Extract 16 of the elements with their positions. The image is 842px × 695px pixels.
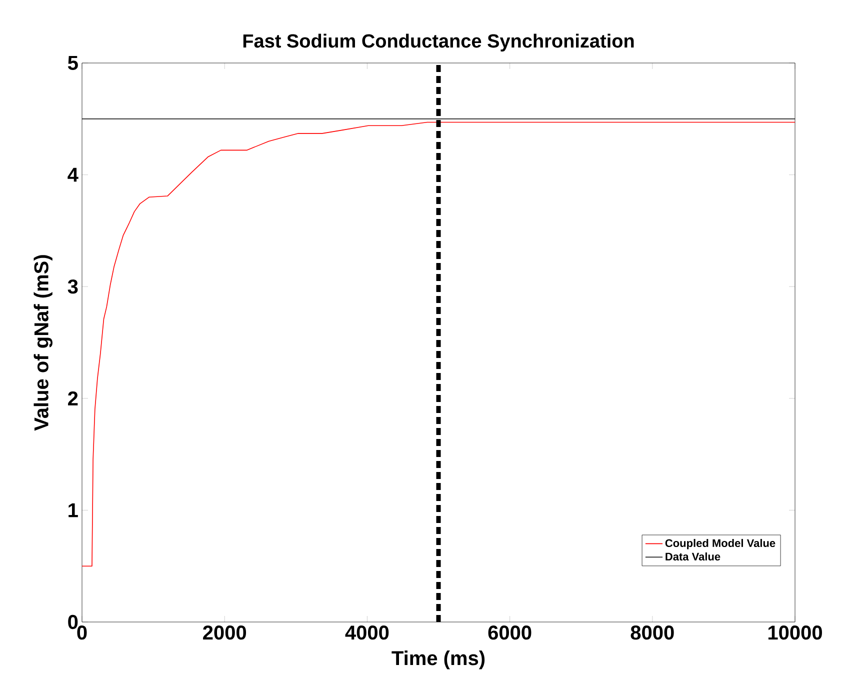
x-axis-title: Time (ms) (392, 650, 485, 670)
chart-title: Fast Sodium Conductance Synchronization (243, 34, 634, 52)
y-tick-label: 2 (68, 391, 78, 406)
x-tick-label: 6000 (488, 626, 532, 640)
y-tick-label: 1 (68, 503, 78, 518)
y-tick-label: 5 (68, 56, 78, 70)
x-tick-label: 2000 (203, 626, 246, 640)
y-tick-label: 3 (68, 280, 78, 294)
x-tick-label: 10000 (768, 626, 822, 640)
y-tick-label: 4 (68, 168, 78, 182)
y-axis-title: Value of gNaf (mS) (34, 255, 52, 431)
legend-label: Coupled Model Value (665, 538, 776, 550)
x-tick-label: 8000 (630, 626, 674, 640)
y-tick-label: 0 (68, 614, 78, 630)
x-tick-label: 4000 (345, 626, 389, 640)
legend-label: Data Value (666, 552, 720, 561)
